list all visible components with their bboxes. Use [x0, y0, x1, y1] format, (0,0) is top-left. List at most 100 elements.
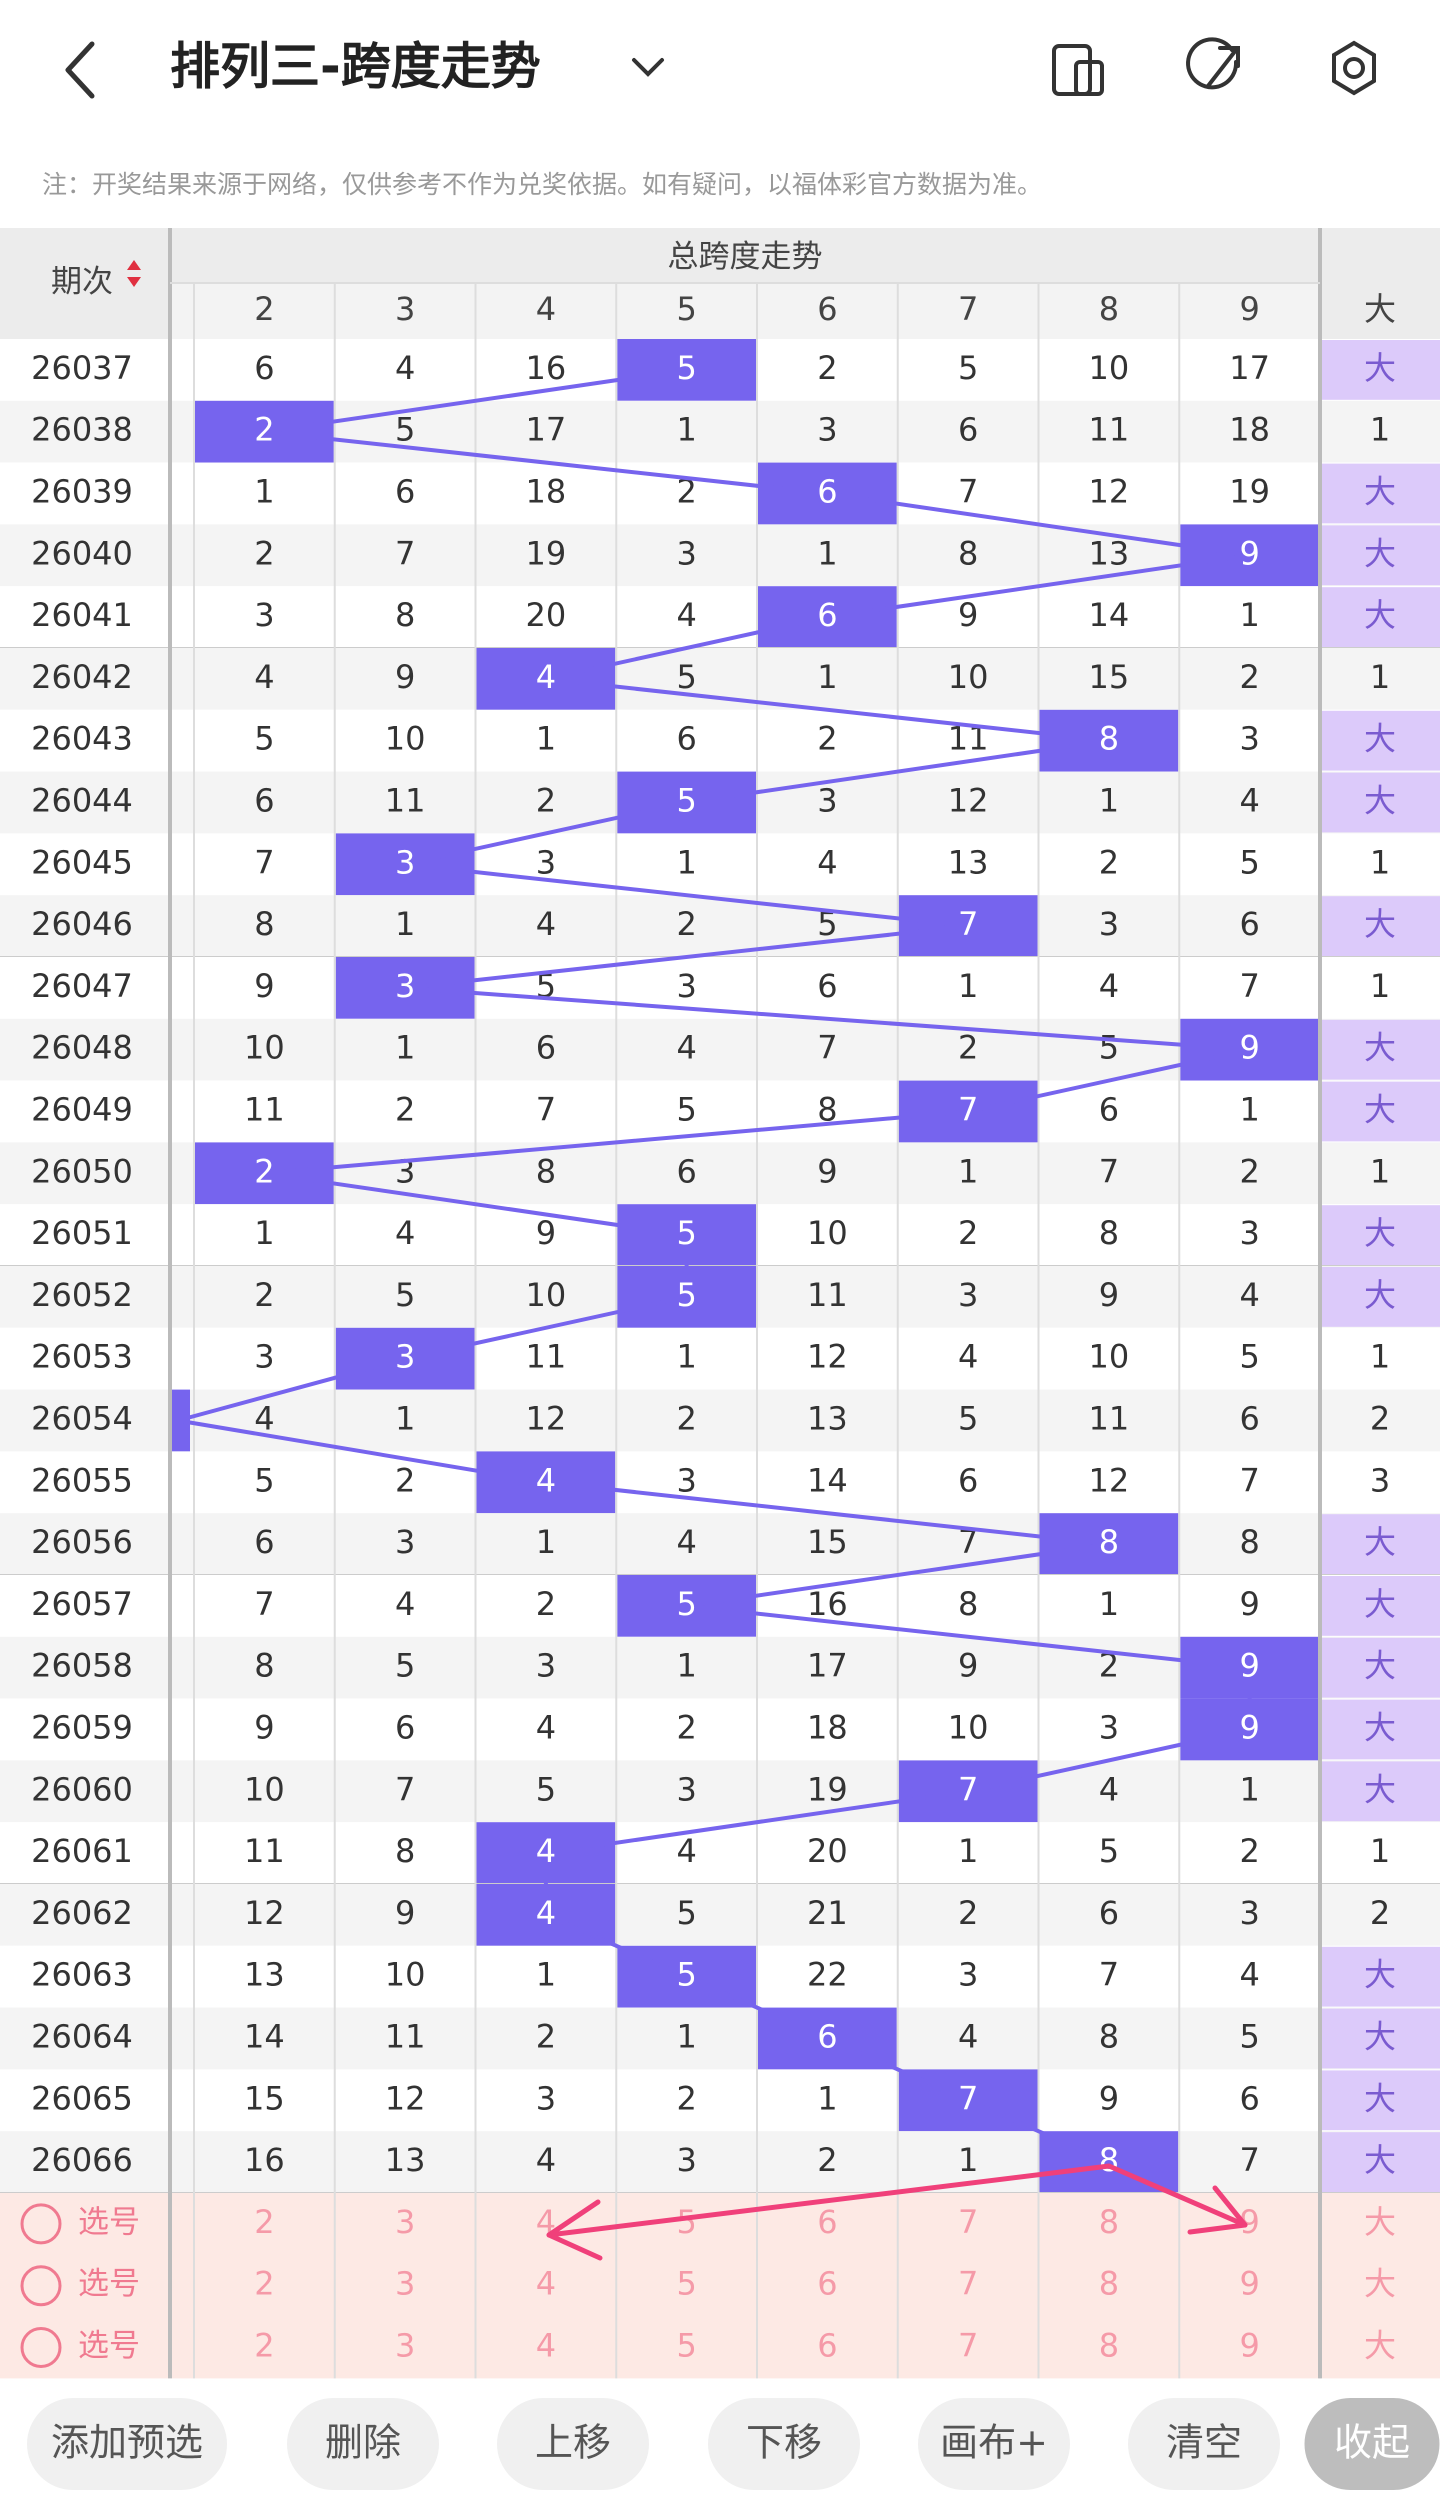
button-bg[interactable] [708, 2398, 860, 2490]
dropdown-arrow[interactable] [632, 58, 664, 77]
cell-value: 1 [395, 1029, 415, 1067]
hit-value: 7 [958, 1770, 978, 1808]
big-value: 3 [1370, 1461, 1390, 1499]
period: 26052 [31, 1276, 133, 1314]
button-bg[interactable] [287, 2398, 439, 2490]
pick-value[interactable]: 4 [536, 2265, 556, 2303]
pick-value[interactable]: 9 [1239, 2327, 1259, 2365]
pick-big[interactable]: 大 [1364, 2203, 1396, 2241]
pick-big[interactable]: 大 [1364, 2265, 1396, 2303]
pick-value[interactable]: 8 [1099, 2203, 1119, 2241]
sort-icon[interactable] [127, 260, 141, 287]
cell-value: 13 [1089, 534, 1130, 572]
settings-icon[interactable] [1332, 40, 1376, 96]
cell-value: 2 [395, 1461, 415, 1499]
cell-value: 4 [395, 1585, 415, 1623]
pick-value[interactable]: 7 [958, 2265, 978, 2303]
button-label[interactable]: 上移 [535, 2421, 611, 2465]
pick-big[interactable]: 大 [1364, 2327, 1396, 2365]
cell-value: 6 [676, 720, 696, 758]
pick-value[interactable]: 9 [1239, 2203, 1259, 2241]
button-bg[interactable] [497, 2398, 649, 2490]
cell-value: 5 [395, 411, 415, 449]
button-label[interactable]: 清空 [1166, 2421, 1242, 2465]
cell-value: 8 [817, 1091, 837, 1129]
pick-value[interactable]: 2 [254, 2327, 274, 2365]
cell-value: 3 [536, 843, 556, 881]
cell-value: 5 [254, 1461, 274, 1499]
pick-value[interactable]: 2 [254, 2265, 274, 2303]
button-label[interactable]: 添加预选 [51, 2421, 203, 2465]
big-value: 大 [1364, 1091, 1396, 1129]
pick-value[interactable]: 4 [536, 2327, 556, 2365]
back-button[interactable] [65, 41, 95, 99]
pick-label: 选号 [78, 2328, 140, 2364]
pick-toggle[interactable] [20, 2265, 62, 2307]
screen-icon[interactable] [1052, 44, 1104, 96]
pick-value[interactable]: 5 [676, 2265, 696, 2303]
row-bg [0, 648, 1440, 710]
cell-value: 7 [1099, 1956, 1119, 1994]
big-value: 2 [1370, 1400, 1390, 1438]
big-cell [1322, 463, 1440, 524]
pick-toggle[interactable] [20, 2203, 62, 2245]
button-bg[interactable] [1128, 2398, 1280, 2490]
pick-value[interactable]: 3 [395, 2265, 415, 2303]
cell-value: 1 [676, 843, 696, 881]
button-label[interactable]: 画布+ [940, 2421, 1048, 2465]
cell-value: 15 [807, 1523, 848, 1561]
cell-value: 12 [385, 2079, 426, 2117]
cell-value: 2 [676, 1400, 696, 1438]
share-icon[interactable] [1186, 37, 1240, 90]
cell-value: 1 [254, 1214, 274, 1252]
big-value: 大 [1364, 596, 1396, 634]
period: 26054 [31, 1400, 133, 1438]
cell-value: 7 [395, 1770, 415, 1808]
cell-value: 16 [244, 2141, 285, 2179]
pick-value[interactable]: 2 [254, 2203, 274, 2241]
cell-value: 3 [676, 1770, 696, 1808]
big-value: 大 [1364, 2079, 1396, 2117]
cell-value: 1 [958, 967, 978, 1005]
cell-value: 6 [1239, 905, 1259, 943]
button-label[interactable]: 收起 [1334, 2421, 1410, 2465]
cell-value: 1 [536, 1523, 556, 1561]
pick-value[interactable]: 6 [817, 2327, 837, 2365]
cell-value: 1 [817, 2079, 837, 2117]
cell-value: 12 [1089, 1461, 1130, 1499]
cell-value: 8 [958, 534, 978, 572]
pick-value[interactable]: 8 [1099, 2265, 1119, 2303]
pick-value[interactable]: 6 [817, 2203, 837, 2241]
pick-toggle[interactable] [20, 2327, 62, 2368]
cell-value: 10 [385, 1956, 426, 1994]
button-bg[interactable] [1304, 2398, 1440, 2490]
cell-value: 12 [244, 1894, 285, 1932]
cell-value: 2 [676, 473, 696, 511]
cell-value: 6 [254, 349, 274, 387]
cell-value: 11 [807, 1276, 848, 1314]
pick-value[interactable]: 3 [395, 2203, 415, 2241]
cell-value: 1 [958, 2141, 978, 2179]
pick-value[interactable]: 5 [676, 2327, 696, 2365]
pick-value[interactable]: 7 [958, 2203, 978, 2241]
pick-value[interactable]: 6 [817, 2265, 837, 2303]
pick-value[interactable]: 5 [676, 2203, 696, 2241]
button-label[interactable]: 下移 [746, 2421, 822, 2465]
cell-value: 16 [526, 349, 567, 387]
pick-value[interactable]: 3 [395, 2327, 415, 2365]
period: 26039 [31, 473, 133, 511]
pick-value[interactable]: 9 [1239, 2265, 1259, 2303]
button-bg[interactable] [27, 2398, 227, 2490]
pick-value[interactable]: 7 [958, 2327, 978, 2365]
cell-value: 1 [958, 1832, 978, 1870]
button-bg[interactable] [918, 2398, 1070, 2490]
cell-value: 17 [1229, 349, 1270, 387]
button-label[interactable]: 删除 [325, 2421, 401, 2465]
cell-value: 6 [817, 967, 837, 1005]
cell-value: 1 [254, 473, 274, 511]
cell-value: 20 [526, 596, 567, 634]
cell-value: 8 [1099, 2018, 1119, 2056]
row-bg [0, 1389, 1440, 1452]
period: 26058 [31, 1647, 133, 1685]
pick-value[interactable]: 8 [1099, 2327, 1119, 2365]
